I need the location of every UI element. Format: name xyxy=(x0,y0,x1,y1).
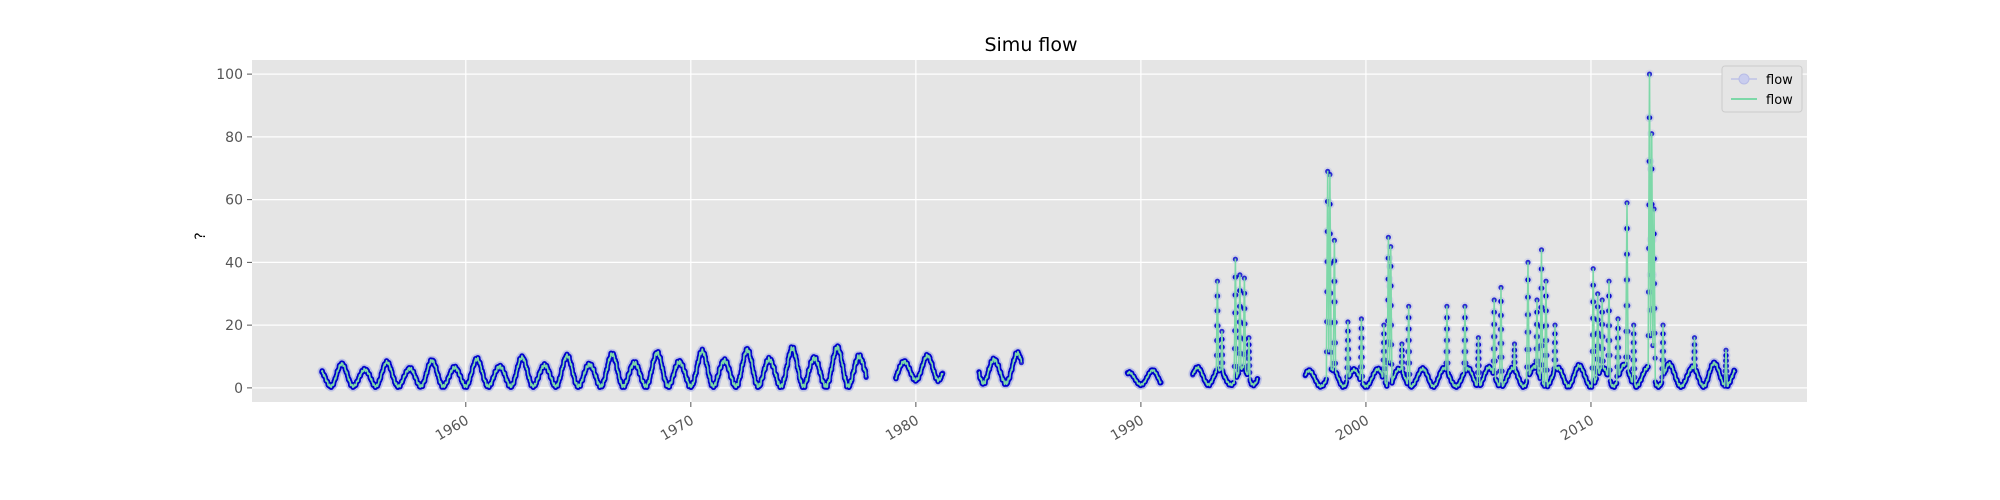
plot-area xyxy=(252,60,1807,402)
chart-title: Simu flow xyxy=(984,34,1077,56)
axes-background xyxy=(252,60,1807,402)
